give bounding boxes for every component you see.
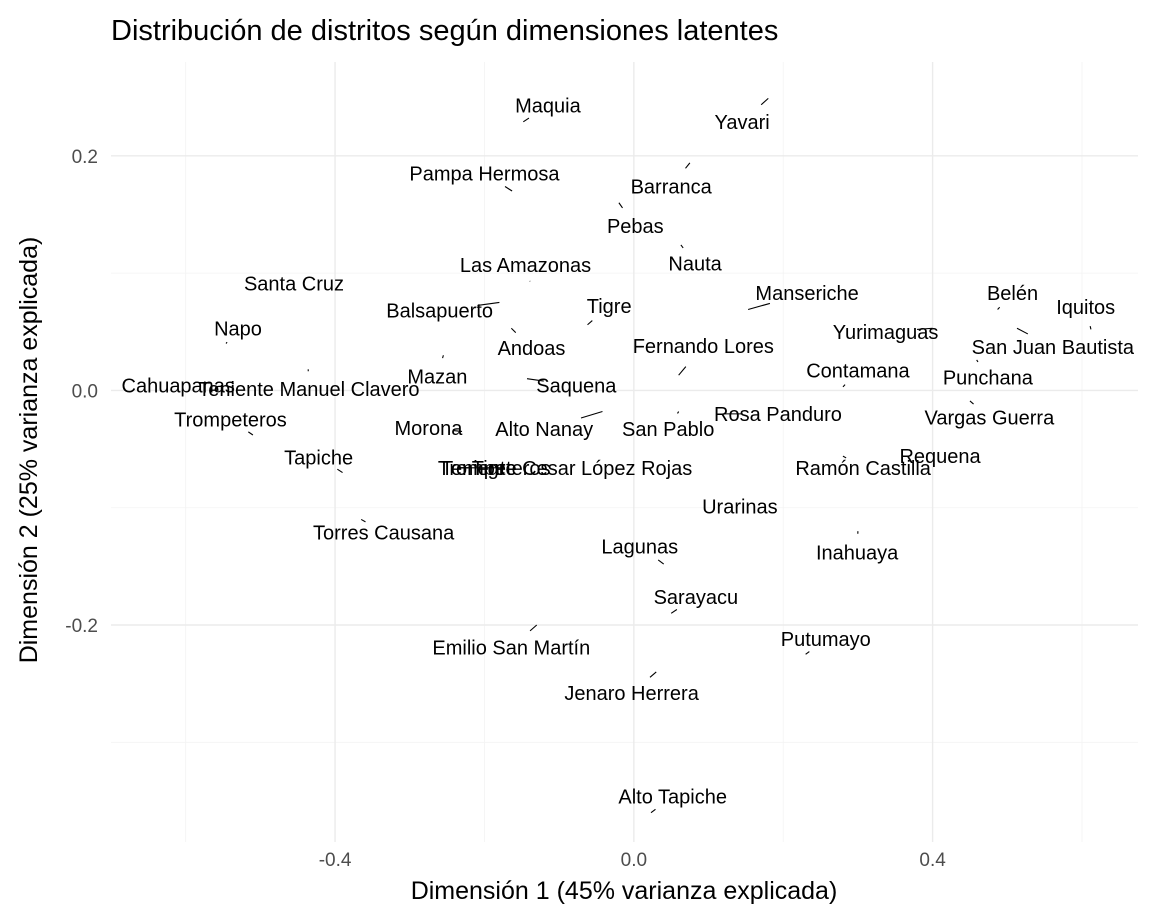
point-labels: Maquia Yavari Pampa Hermosa Barranca Pebas La…: [122, 95, 1135, 808]
point-label: Nauta: [668, 254, 722, 276]
point-label: Barranca: [631, 176, 713, 198]
point-label: Mazan: [407, 366, 467, 388]
label-connector: [650, 808, 656, 814]
point-label: Manseriche: [755, 283, 858, 305]
point-label: Pampa Hermosa: [409, 163, 560, 185]
label-connector: [526, 378, 544, 382]
point-label: Sarayacu: [654, 587, 739, 609]
label-connector: [504, 186, 513, 192]
point-label: Ramón Castilla: [795, 458, 931, 480]
point-label: Torres Causana: [313, 522, 455, 544]
y-axis-ticks: -0.2 0.0 0.2: [65, 147, 98, 637]
label-connector: [969, 400, 974, 405]
point-label: Rosa Panduro: [714, 404, 842, 426]
point-label: Tigre: [472, 458, 517, 480]
label-connector: [522, 117, 530, 123]
chart-title: Distribución de distritos según dimensio…: [111, 15, 778, 47]
point-label: Saquena: [536, 376, 617, 398]
label-connector: [442, 355, 444, 359]
point-label: Andoas: [498, 338, 566, 360]
y-axis-title: Dimensión 2 (25% varianza explicada): [15, 237, 43, 664]
x-tick-label: -0.4: [319, 850, 352, 871]
label-connector: [618, 202, 623, 209]
point-label: Inahuaya: [816, 542, 899, 564]
point-label: Iquitos: [1056, 297, 1115, 319]
point-label: San Juan Bautista: [972, 337, 1135, 359]
y-tick-label: 0.0: [72, 381, 98, 402]
label-connector: [685, 162, 691, 169]
label-connector: [587, 320, 593, 326]
point-label: Tigre: [587, 296, 632, 318]
point-label: Urarinas: [702, 497, 778, 519]
x-tick-label: 0.4: [919, 850, 946, 871]
point-label: Requena: [899, 446, 981, 468]
y-tick-label: 0.2: [72, 147, 98, 168]
point-label: Napo: [214, 318, 262, 340]
point-label: Morona: [395, 418, 464, 440]
point-label: Balsapuerto: [386, 301, 493, 323]
label-connector: [976, 359, 979, 363]
label-connector: [760, 97, 769, 106]
label-connector: [360, 518, 366, 523]
grid: [111, 62, 1138, 842]
point-label: Las Amazonas: [460, 255, 591, 277]
point-label: Belén: [987, 283, 1038, 305]
label-connector: [677, 411, 680, 414]
label-connector: [747, 302, 771, 311]
point-label: Pebas: [607, 216, 664, 238]
point-label: Putumayo: [781, 629, 871, 651]
label-connector: [649, 671, 657, 678]
label-connectors: [225, 97, 1092, 814]
label-connector: [680, 244, 684, 249]
point-label: Vargas Guerra: [925, 407, 1056, 429]
point-label: Yavari: [715, 112, 770, 134]
label-connector: [529, 624, 538, 632]
point-label: Alto Nanay: [495, 419, 593, 441]
label-connector: [842, 384, 846, 388]
label-connector: [842, 455, 847, 459]
y-tick-label: -0.2: [65, 616, 98, 637]
point-label: Teniente Manuel Clavero: [198, 379, 419, 401]
point-label: San Pablo: [622, 419, 714, 441]
point-label: Tapiche: [284, 447, 353, 469]
point-label: Lagunas: [601, 536, 678, 558]
label-connector: [453, 430, 463, 433]
label-connector: [580, 411, 603, 419]
label-connector: [337, 468, 343, 473]
point-label: Santa Cruz: [244, 274, 344, 296]
label-connector: [805, 651, 810, 655]
label-connector: [225, 341, 228, 344]
point-label: Emilio San Martín: [432, 637, 590, 659]
point-label: Contamana: [806, 360, 910, 382]
label-connector: [477, 301, 500, 307]
x-axis-title: Dimensión 1 (45% varianza explicada): [411, 877, 838, 905]
point-label: Yurimaguas: [833, 322, 939, 344]
point-label: Jenaro Herrera: [564, 683, 699, 705]
x-tick-label: 0.0: [621, 850, 647, 871]
point-label: Cahuapanas: [122, 376, 235, 398]
point-label: Fernando Lores: [633, 336, 774, 358]
label-connector: [1089, 325, 1092, 330]
point-label: Punchana: [943, 368, 1034, 390]
label-connector: [1016, 327, 1029, 335]
x-axis-ticks: -0.4 0.0 0.4: [319, 850, 947, 871]
label-connector: [678, 366, 687, 376]
point-label: Maquia: [515, 95, 581, 117]
label-connector: [248, 431, 254, 436]
label-connector: [997, 306, 1001, 310]
label-connector: [657, 559, 665, 565]
point-label: Teniente Cesar López Rojas: [441, 458, 692, 480]
label-connector: [670, 609, 678, 614]
label-connector: [510, 327, 517, 333]
point-label: Trompeteros: [174, 410, 287, 432]
point-label: Trompeteros: [438, 458, 551, 480]
point-label: Alto Tapiche: [618, 786, 727, 808]
label-connector: [917, 327, 933, 330]
